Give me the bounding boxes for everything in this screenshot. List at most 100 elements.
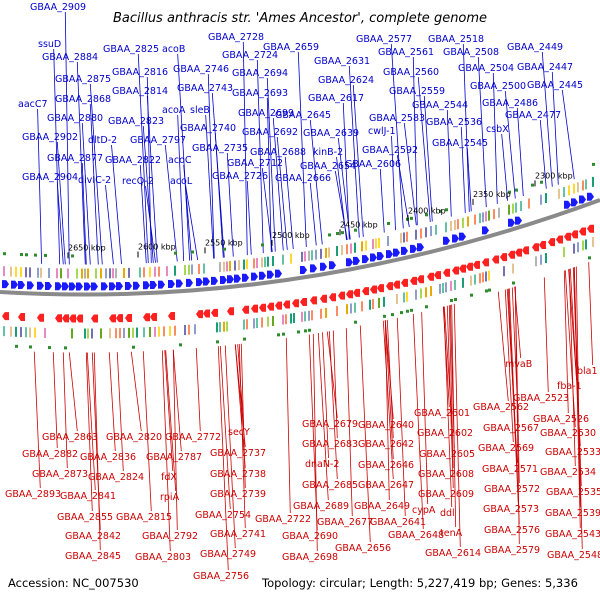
cog-mark [203, 263, 205, 274]
leader-line [451, 304, 457, 528]
gene-label: GBAA_2836 [80, 452, 136, 463]
forward-gene-arrow [508, 218, 515, 227]
forward-gene-arrow [84, 282, 91, 291]
leader-line [164, 144, 178, 262]
leader-line [240, 343, 246, 489]
reverse-gene-arrow [587, 224, 594, 233]
cog-mark [375, 238, 377, 249]
gene-label: GBAA_2909 [30, 2, 86, 13]
cog-mark [3, 266, 5, 277]
genome-backbone [0, 198, 600, 297]
leader-line [172, 349, 182, 452]
reverse-gene-arrow [370, 285, 377, 294]
leader-line [177, 114, 185, 262]
leader-line [477, 56, 487, 208]
leader-line [514, 286, 520, 545]
cog-mark [132, 327, 134, 338]
leader-line [309, 182, 317, 246]
leader-line [412, 56, 418, 226]
rna-mark [531, 183, 534, 187]
gene-label: sleB [190, 105, 210, 116]
cog-mark [109, 268, 111, 279]
cog-mark [188, 264, 190, 275]
cog-mark [508, 204, 510, 215]
rna-mark [515, 188, 518, 192]
cog-mark [238, 260, 240, 271]
rna-mark [328, 233, 331, 237]
gene-label: GBAA_2683 [302, 439, 358, 450]
gene-label: GBAA_2814 [112, 86, 168, 97]
leader-line [145, 185, 156, 263]
cog-mark [293, 313, 295, 324]
gene-label: cwlJ-1 [368, 126, 396, 137]
gene-label: GBAA_2902 [22, 132, 78, 143]
cog-mark [485, 271, 487, 282]
rna-mark [179, 343, 182, 347]
cog-mark [169, 325, 171, 336]
leader-line [504, 90, 516, 199]
gene-label: GBAA_2543 [545, 529, 600, 540]
leader-line [328, 331, 338, 480]
gene-label: GBAA_2699 [238, 108, 294, 119]
reverse-gene-arrow [275, 301, 282, 310]
gene-label: GBAA_2642 [358, 439, 414, 450]
gene-label: GBAA_2693 [232, 88, 288, 99]
forward-gene-arrow [125, 281, 132, 290]
rna-mark [308, 328, 311, 332]
cog-mark [109, 328, 111, 339]
cog-mark [226, 321, 228, 332]
reverse-gene-arrow [203, 309, 210, 318]
gene-label: GBAA_2685 [302, 480, 358, 491]
gene-label: GBAA_2772 [165, 432, 221, 443]
leader-line [539, 119, 547, 189]
cog-mark [304, 251, 306, 262]
gene-label: GBAA_2449 [507, 42, 563, 53]
cog-mark [467, 216, 469, 227]
forward-gene-arrow [11, 280, 18, 289]
cog-mark [34, 327, 36, 338]
leader-line [205, 114, 215, 259]
cog-mark [37, 267, 39, 278]
gene-label: GBAA_2884 [42, 52, 98, 63]
gene-label: csbX [486, 124, 509, 135]
gene-label: GBAA_2504 [458, 63, 514, 74]
cog-mark [119, 328, 121, 339]
cog-mark [439, 283, 441, 294]
forward-gene-arrow [587, 192, 594, 201]
cog-mark [246, 319, 248, 330]
rna-mark [243, 337, 246, 341]
cog-mark [406, 291, 408, 302]
cog-mark [585, 239, 587, 250]
gene-label: GBAA_2614 [425, 548, 481, 559]
gene-label: GBAA_2535 [546, 487, 600, 498]
cog-mark [592, 176, 594, 187]
leader-line [359, 325, 371, 543]
gene-label: GBAA_2797 [130, 135, 186, 146]
forward-gene-arrow [234, 274, 241, 283]
cog-mark [435, 224, 437, 235]
cog-mark [219, 322, 221, 333]
reverse-gene-arrow [539, 241, 546, 250]
leader-line [62, 352, 68, 469]
gene-label: GBAA_2579 [484, 545, 540, 556]
forward-gene-arrow [133, 281, 140, 290]
rna-mark [29, 345, 32, 349]
gene-label: GBAA_2882 [22, 449, 78, 460]
gene-label: GBAA_2694 [232, 68, 288, 79]
cog-mark [470, 275, 472, 286]
gene-label: GBAA_2572 [484, 484, 540, 495]
reverse-gene-arrow [401, 278, 408, 287]
cog-mark [406, 231, 408, 242]
rna-mark [277, 333, 280, 337]
gene-label: GBAA_2649 [354, 501, 410, 512]
top-gene-labels: GBAA_2909 ssuD GBAA_2884 GBAA_2825 acoB GBAA_… [18, 2, 583, 187]
gene-label: GBAA_2645 [275, 110, 331, 121]
gene-label: GBAA_2646 [358, 460, 414, 471]
gene-label: acoB [162, 44, 185, 55]
gene-label: acoA [162, 105, 186, 116]
cog-mark [100, 328, 102, 339]
leader-line [89, 103, 99, 265]
gene-label: GBAA_2583 [369, 113, 425, 124]
cog-mark [585, 179, 587, 190]
rna-mark [216, 340, 219, 344]
